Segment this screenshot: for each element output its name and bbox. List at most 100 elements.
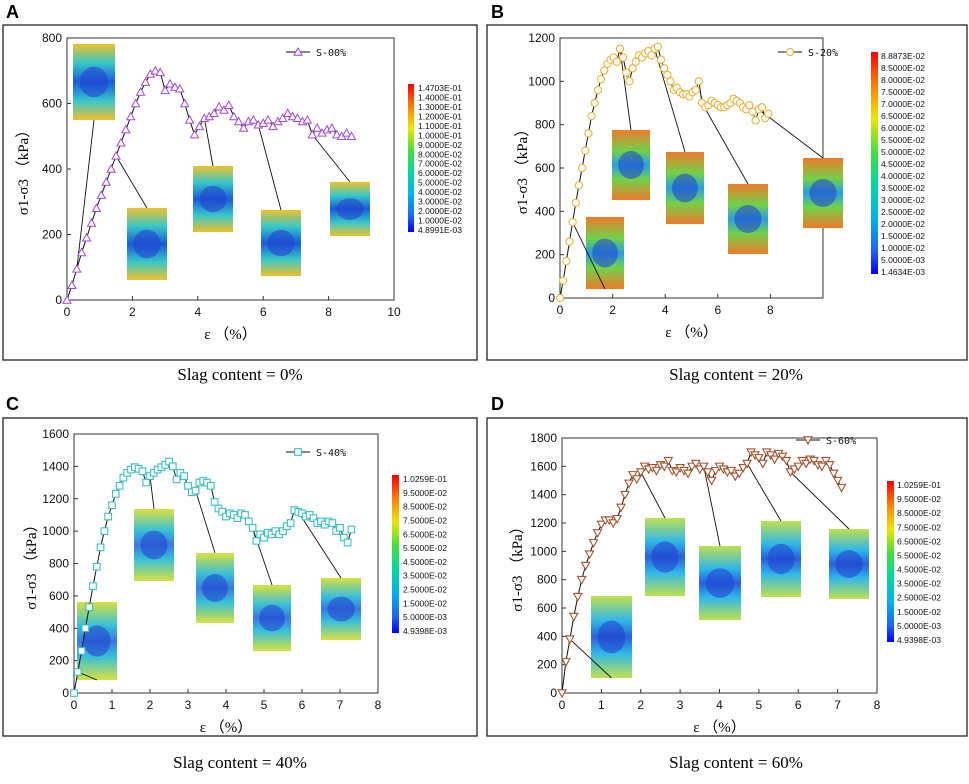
colorbar-label: 9.5000E-02 xyxy=(897,494,941,504)
panel-letter: C xyxy=(6,394,19,414)
data-point xyxy=(210,498,219,506)
colorbar-label: 1.0259E-01 xyxy=(403,474,447,484)
leader-line xyxy=(746,463,782,522)
inset-core xyxy=(618,151,644,179)
data-point xyxy=(561,658,571,667)
data-point xyxy=(70,689,78,697)
x-tick-label: 0 xyxy=(557,303,564,317)
data-point xyxy=(125,111,136,121)
colorbar-label: 7.0000E-02 xyxy=(418,159,462,169)
colorbar-label: 5.5000E-02 xyxy=(403,543,447,553)
data-point xyxy=(801,459,812,469)
leader-line xyxy=(790,471,850,530)
data-point xyxy=(584,550,595,560)
data-point xyxy=(624,479,634,489)
leader-line xyxy=(311,134,351,183)
panel-caption: Slag content = 60% xyxy=(669,753,803,772)
data-point xyxy=(341,127,352,137)
data-point xyxy=(581,146,590,155)
data-point xyxy=(108,501,116,510)
data-point xyxy=(647,51,656,60)
strain-contour-inset xyxy=(645,518,685,596)
colorbar-label: 6.0000E-02 xyxy=(418,168,462,178)
data-point xyxy=(608,519,619,529)
data-point xyxy=(331,129,342,139)
y-tick-label: 600 xyxy=(49,589,69,603)
legend-marker xyxy=(294,448,302,456)
strain-contour-inset xyxy=(612,130,650,200)
y-tick-label: 0 xyxy=(55,293,62,307)
data-point xyxy=(734,469,745,479)
x-tick-label: 4 xyxy=(194,305,201,319)
colorbar-label: 1.5000E-02 xyxy=(403,598,447,608)
inset-core xyxy=(83,625,111,657)
x-tick-label: 4 xyxy=(662,303,669,317)
strain-contour-inset xyxy=(127,208,167,280)
colorbar-label: 1.0000E-01 xyxy=(418,130,462,140)
data-point xyxy=(596,75,606,84)
x-tick-label: 0 xyxy=(559,698,566,712)
x-tick-label: 2 xyxy=(129,305,136,319)
colorbar xyxy=(887,481,894,642)
colorbar-label: 2.0000E-02 xyxy=(881,219,925,229)
data-point xyxy=(625,77,634,86)
data-point xyxy=(690,459,701,469)
y-tick-label: 200 xyxy=(42,228,62,242)
panel-frame xyxy=(2,417,478,737)
panel-caption: Slag content = 20% xyxy=(669,365,803,384)
data-point xyxy=(71,263,82,273)
y-tick-label: 400 xyxy=(535,204,555,218)
data-point xyxy=(691,85,700,95)
data-point xyxy=(91,203,102,212)
data-point xyxy=(568,218,577,227)
data-point xyxy=(244,517,253,526)
colorbar-label: 5.0000E-03 xyxy=(897,621,941,631)
data-point xyxy=(592,529,603,539)
colorbar-label: 5.5000E-02 xyxy=(881,135,925,145)
colorbar-label: 4.9398E-03 xyxy=(897,635,941,645)
data-point xyxy=(683,469,693,479)
colorbar-label: 9.5000E-02 xyxy=(403,488,447,498)
y-tick-label: 800 xyxy=(537,573,557,587)
data-point xyxy=(828,469,839,479)
data-point xyxy=(302,114,313,124)
data-point xyxy=(121,124,131,134)
data-point xyxy=(596,520,607,530)
data-point xyxy=(328,519,337,527)
data-point xyxy=(111,490,120,498)
data-point xyxy=(174,83,185,93)
data-point xyxy=(248,524,257,532)
data-point xyxy=(73,668,82,676)
data-point xyxy=(327,123,337,132)
panel-b: B 0 2 4 6 8 0 200 400 600 800 1000 1200 ε （%） σ1-σ3 （k… xyxy=(486,2,968,384)
data-point xyxy=(627,471,638,480)
strain-contour-inset xyxy=(666,152,704,224)
data-point xyxy=(138,467,147,476)
colorbar-label: 1.3000E-01 xyxy=(418,102,462,112)
x-tick-label: 8 xyxy=(375,698,382,712)
inset-core xyxy=(140,530,168,560)
data-point xyxy=(106,163,116,173)
data-point xyxy=(671,468,682,478)
leader-line xyxy=(569,638,612,679)
data-point xyxy=(622,68,631,77)
data-point xyxy=(742,459,752,469)
x-tick-label: 7 xyxy=(337,698,344,712)
data-point xyxy=(184,481,192,490)
data-point xyxy=(659,64,669,73)
panel-frame xyxy=(2,24,478,361)
data-point xyxy=(694,77,704,86)
x-tick-label: 3 xyxy=(677,698,684,712)
data-point xyxy=(81,232,92,242)
data-point xyxy=(769,455,780,465)
colorbar-label: 5.0000E-03 xyxy=(403,612,447,622)
y-tick-label: 600 xyxy=(42,97,62,111)
data-point xyxy=(89,582,97,591)
leader-line xyxy=(703,466,721,547)
colorbar-label: 6.0000E-02 xyxy=(881,123,925,133)
data-point xyxy=(698,462,709,472)
strain-contour-inset xyxy=(321,578,361,640)
panel-d: D 0 1 2 3 4 5 6 7 8 0 200 400 600 800 1000 1200 1400 1600 1… xyxy=(486,394,968,772)
data-point xyxy=(764,109,773,118)
colorbar xyxy=(871,52,878,274)
